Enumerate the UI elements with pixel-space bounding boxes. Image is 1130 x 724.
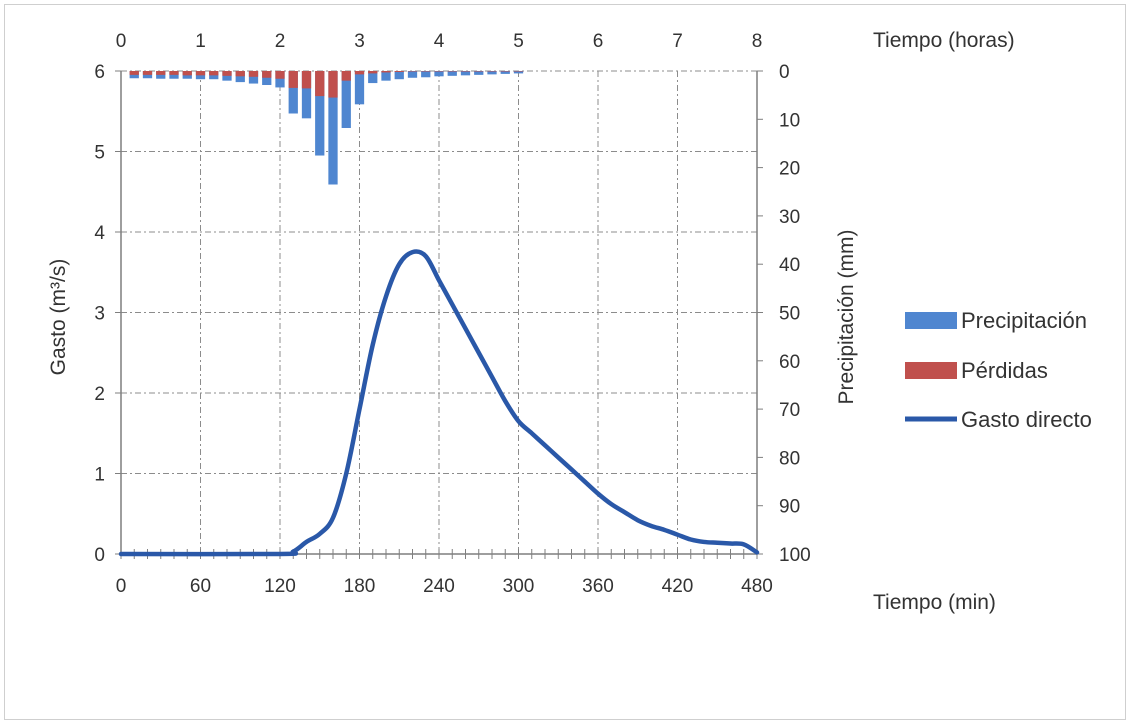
y-right-tick-label: 90 bbox=[779, 497, 800, 518]
perdidas-bar bbox=[222, 71, 231, 76]
x-bottom-tick-label: 480 bbox=[741, 576, 773, 597]
x-top-tick-label: 5 bbox=[513, 31, 524, 52]
x-top-tick-label: 7 bbox=[672, 31, 683, 52]
y-left-tick-label: 5 bbox=[94, 143, 105, 164]
grid bbox=[121, 71, 757, 554]
x-bottom-tick-label: 180 bbox=[344, 576, 376, 597]
y-left-tick-label: 4 bbox=[94, 223, 105, 244]
perdidas-bar bbox=[236, 71, 245, 76]
x-top-tick-label: 4 bbox=[434, 31, 445, 52]
perdidas-bar bbox=[143, 71, 152, 75]
y-right-tick-label: 60 bbox=[779, 352, 800, 373]
legend-swatch-perdidas bbox=[905, 362, 957, 379]
y-right-tick-label: 0 bbox=[779, 62, 790, 83]
x-bottom-tick-label: 60 bbox=[190, 576, 211, 597]
precipitacion-bar bbox=[487, 71, 496, 74]
legend-label-precipitacion: Precipitación bbox=[961, 308, 1087, 333]
perdidas-bar bbox=[328, 71, 337, 98]
y-left-tick-label: 2 bbox=[94, 384, 105, 405]
x-bottom-tick-label: 0 bbox=[116, 576, 127, 597]
y-right-axis-title: Precipitación (mm) bbox=[835, 229, 858, 404]
y-right-tick-label: 70 bbox=[779, 400, 800, 421]
y-left-tick-label: 3 bbox=[94, 304, 105, 325]
perdidas-bar bbox=[289, 71, 298, 88]
x-bottom-tick-label: 120 bbox=[264, 576, 296, 597]
x-bottom-tick-label: 300 bbox=[503, 576, 535, 597]
y-right-tick-label: 40 bbox=[779, 255, 800, 276]
y-left-tick-label: 6 bbox=[94, 62, 105, 83]
x-top-tick-label: 6 bbox=[593, 31, 604, 52]
legend-swatch-precipitacion bbox=[905, 312, 957, 329]
legend-label-gasto: Gasto directo bbox=[961, 407, 1092, 432]
perdidas-bar bbox=[183, 71, 192, 75]
x-top-tick-label: 1 bbox=[195, 31, 206, 52]
precipitacion-bar bbox=[474, 71, 483, 75]
precipitacion-bar bbox=[395, 71, 404, 79]
perdidas-bar bbox=[368, 71, 377, 73]
x-top-tick-label: 2 bbox=[275, 31, 286, 52]
y-right-tick-label: 50 bbox=[779, 304, 800, 325]
perdidas-bar bbox=[342, 71, 351, 81]
perdidas-bar bbox=[249, 71, 258, 77]
perdidas-bar bbox=[209, 71, 218, 75]
x-top-tick-label: 0 bbox=[116, 31, 127, 52]
perdidas-bar bbox=[262, 71, 271, 78]
legend: Precipitación Pérdidas Gasto directo bbox=[905, 308, 1092, 432]
perdidas-bar bbox=[302, 71, 311, 88]
x-top-tick-label: 8 bbox=[752, 31, 763, 52]
x-bottom-tick-label: 360 bbox=[582, 576, 614, 597]
x-top-axis-title: Tiempo (horas) bbox=[873, 29, 1015, 52]
precipitacion-bar bbox=[448, 71, 457, 76]
perdidas-bar bbox=[196, 71, 205, 75]
precipitacion-bar bbox=[421, 71, 430, 77]
y-right-tick-label: 100 bbox=[779, 545, 811, 566]
y-right-tick-label: 10 bbox=[779, 110, 800, 131]
perdidas-bar bbox=[381, 71, 390, 72]
precipitation-bars bbox=[130, 71, 524, 185]
perdidas-bar bbox=[156, 71, 165, 75]
perdidas-bar bbox=[355, 71, 364, 74]
perdidas-bar bbox=[275, 71, 284, 79]
y-right-tick-label: 20 bbox=[779, 159, 800, 180]
x-bottom-tick-label: 420 bbox=[662, 576, 694, 597]
perdidas-bar bbox=[315, 71, 324, 96]
precipitacion-bar bbox=[434, 71, 443, 76]
legend-label-perdidas: Pérdidas bbox=[961, 358, 1048, 383]
precipitacion-bar bbox=[408, 71, 417, 78]
y-right-tick-label: 80 bbox=[779, 448, 800, 469]
perdidas-bar bbox=[395, 71, 404, 72]
y-left-axis-title: Gasto (m³/s) bbox=[47, 259, 70, 376]
precipitacion-bar bbox=[461, 71, 470, 75]
perdidas-bar bbox=[169, 71, 178, 75]
x-bottom-axis-title: Tiempo (min) bbox=[873, 591, 996, 614]
precipitacion-bar bbox=[355, 71, 364, 104]
x-bottom-tick-label: 240 bbox=[423, 576, 455, 597]
y-right-tick-label: 30 bbox=[779, 207, 800, 228]
y-left-tick-label: 1 bbox=[94, 465, 105, 486]
perdidas-bar bbox=[130, 71, 139, 75]
x-top-tick-label: 3 bbox=[354, 31, 365, 52]
y-left-tick-label: 0 bbox=[94, 545, 105, 566]
